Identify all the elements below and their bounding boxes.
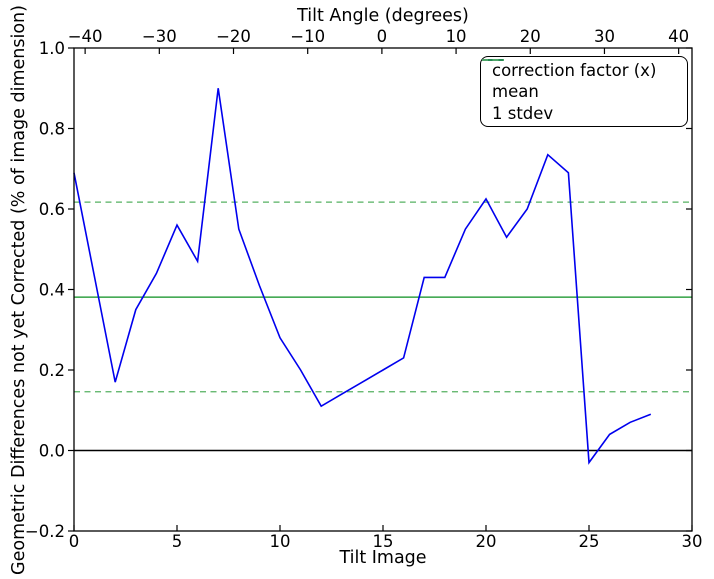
x-tick-label: 30 xyxy=(682,532,703,551)
y-tick-label: −0.2 xyxy=(25,522,65,541)
data-series xyxy=(73,88,652,465)
x-tick-label: 15 xyxy=(373,532,394,551)
legend-label-correction-factor: correction factor (x) xyxy=(492,60,657,80)
top-tick-label: −20 xyxy=(216,27,251,46)
legend-item-mean: mean xyxy=(482,59,687,104)
top-tick-label: 40 xyxy=(668,27,689,46)
x-tick-label: 10 xyxy=(270,532,291,551)
x-tick-label: 20 xyxy=(476,532,497,551)
y-tick-label: 0.0 xyxy=(39,442,65,461)
top-tick-label: −30 xyxy=(142,27,177,46)
y-tick-label: 0.8 xyxy=(39,120,65,139)
series-correction-factor-line xyxy=(73,88,652,465)
legend-item-stdev: 1 stdev xyxy=(482,59,687,125)
y-axis-title: Geometric Differences not yet Corrected … xyxy=(9,5,29,575)
legend-label-mean: mean xyxy=(492,82,539,101)
legend-label-stdev: 1 stdev xyxy=(492,103,554,123)
reference-lines xyxy=(74,201,692,452)
top-tick-label: 30 xyxy=(594,27,615,46)
top-tick-label: 10 xyxy=(446,27,467,46)
top-tick-label: 20 xyxy=(520,27,541,46)
top-tick-label: −40 xyxy=(68,27,103,46)
x-tick-label: 25 xyxy=(579,532,600,551)
x-axis-title: Tilt Image xyxy=(338,548,426,568)
top-axis-title: Tilt Angle (degrees) xyxy=(296,6,469,26)
legend: correction factor (x) mean 1 stdev xyxy=(480,56,688,127)
top-tick-label: −10 xyxy=(290,27,325,46)
y-tick-label: 0.2 xyxy=(39,361,65,380)
x-tick-label: 0 xyxy=(69,532,80,551)
y-tick-label: 0.4 xyxy=(39,281,65,300)
x-tick-label: 5 xyxy=(172,532,183,551)
legend-line-sample-icon xyxy=(482,59,504,61)
legend-item-correction-factor: correction factor (x) xyxy=(482,59,687,82)
y-tick-label: 0.6 xyxy=(39,200,65,219)
y-tick-label: 1.0 xyxy=(39,39,65,58)
top-tick-label: 0 xyxy=(377,27,388,46)
axes-frame-and-ticks: 1.00.80.60.40.20.0−0.20 5 10 15 20 25 30−40 −30… xyxy=(25,27,703,551)
